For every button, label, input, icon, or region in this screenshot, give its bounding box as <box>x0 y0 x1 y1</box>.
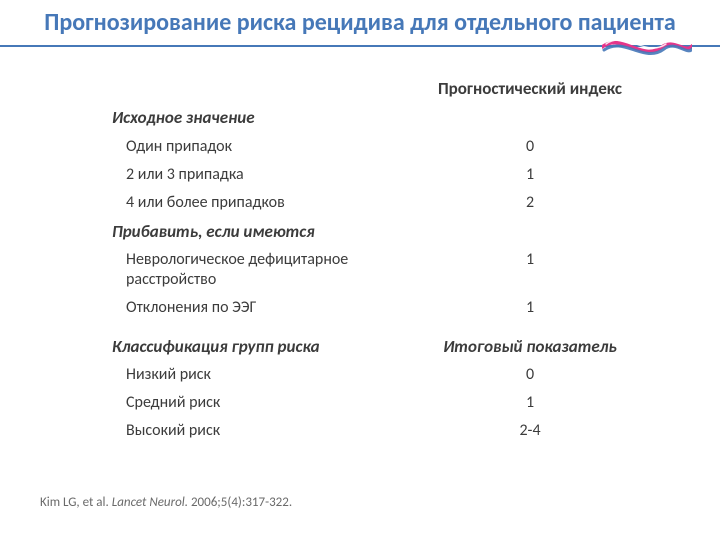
table-row-value: 1 <box>400 294 660 322</box>
col-header-prognostic: Прогностический индекс <box>400 74 660 103</box>
citation-text: Kim LG, et al. <box>40 495 112 510</box>
table-row-label: 4 или более припадков <box>108 189 400 217</box>
content-table: Прогностический индекс Исходное значение… <box>0 50 720 445</box>
section-risk-class: Классификация групп риска <box>108 332 400 361</box>
citation-text: 2006;5(4):317-322. <box>188 495 292 510</box>
table-row-label: Низкий риск <box>108 361 400 389</box>
table-row-label: Неврологическое дефицитарное расстройств… <box>108 246 400 294</box>
table-row-value: 2 <box>400 189 660 217</box>
col-header-total: Итоговый показатель <box>400 332 660 361</box>
page-title: Прогнозирование риска рецидива для отдел… <box>40 8 680 38</box>
swirl-decoration-icon <box>602 36 692 58</box>
table-row-label: 2 или 3 припадка <box>108 161 400 189</box>
table-row-label: Отклонения по ЭЭГ <box>108 294 400 322</box>
title-underline <box>0 42 720 50</box>
table-row-value: 2-4 <box>400 417 660 445</box>
table-row-value: 0 <box>400 361 660 389</box>
section-baseline: Исходное значение <box>108 103 400 132</box>
table-row-value: 0 <box>400 133 660 161</box>
table-row-value: 1 <box>400 389 660 417</box>
citation: Kim LG, et al. Lancet Neurol. 2006;5(4):… <box>40 495 292 510</box>
table-row-value: 1 <box>400 246 660 294</box>
table-row-value: 1 <box>400 161 660 189</box>
section-add-if: Прибавить, если имеются <box>108 217 400 246</box>
citation-journal: Lancet Neurol. <box>112 495 188 510</box>
table-row-label: Один припадок <box>108 133 400 161</box>
table-row-label: Высокий риск <box>108 417 400 445</box>
table-row-label: Средний риск <box>108 389 400 417</box>
